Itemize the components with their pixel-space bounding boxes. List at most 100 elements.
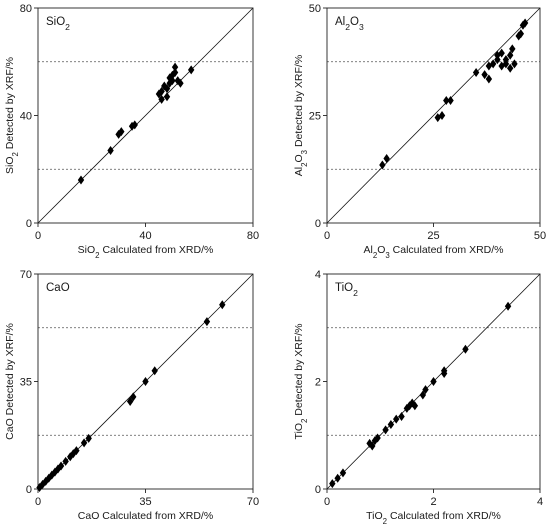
data-point	[382, 425, 389, 435]
data-point	[515, 31, 522, 41]
data-point	[430, 377, 437, 386]
x-tick-label: 0	[324, 496, 330, 508]
reference-line	[326, 7, 541, 224]
data-point	[128, 121, 136, 131]
chart-panel-3: 0 35 70 0 35 70 CaO CaO Calculated from XRD/% Ca…	[4, 269, 259, 522]
data-point	[502, 55, 510, 65]
data-point	[169, 76, 176, 86]
data-point	[158, 86, 165, 96]
data-point	[118, 127, 125, 137]
data-point	[521, 18, 529, 28]
data-point	[131, 120, 138, 130]
data-point	[511, 59, 518, 69]
data-point	[169, 70, 176, 80]
y-tick-label: 35	[20, 377, 32, 389]
data-point	[387, 420, 395, 429]
data-point	[161, 81, 168, 91]
panel-title: CaO	[46, 282, 70, 294]
data-point	[85, 433, 92, 443]
data-point	[489, 59, 497, 69]
x-axis-label: TiO2 Calculated from XRD/%	[366, 510, 501, 524]
y-tick-label: 0	[315, 218, 321, 230]
data-point	[504, 301, 512, 311]
data-point	[163, 84, 171, 94]
data-point	[481, 70, 488, 80]
y-tick-label: 2	[315, 377, 321, 389]
y-tick-label: 50	[309, 3, 321, 15]
y-tick-label: 80	[20, 3, 32, 15]
data-point	[174, 76, 181, 86]
data-point	[171, 62, 179, 72]
data-point	[393, 414, 400, 424]
data-point	[203, 317, 211, 327]
y-tick-label: 70	[20, 269, 32, 281]
x-axis-label: SiO2 Calculated from XRD/%	[78, 244, 214, 260]
data-point	[62, 456, 69, 466]
data-point	[177, 78, 184, 88]
data-point	[383, 154, 390, 163]
x-tick-label: 80	[247, 230, 259, 242]
data-point	[73, 446, 80, 456]
panel-title: SiO2	[46, 16, 70, 32]
x-axis-label: CaO Calculated from XRD/%	[78, 510, 213, 522]
data-point	[107, 145, 114, 155]
data-point	[51, 467, 59, 477]
y-axis-label: TiO2 Detected by XRF/%	[293, 323, 309, 439]
data-point	[155, 89, 163, 99]
x-tick-label: 25	[427, 230, 439, 242]
x-tick-label: 0	[324, 230, 330, 242]
x-tick-label: 2	[430, 496, 436, 508]
data-point	[517, 29, 525, 39]
data-point	[339, 468, 347, 478]
y-tick-label: 0	[26, 484, 32, 496]
data-point	[411, 401, 419, 411]
data-point	[42, 476, 49, 486]
chart-panel-4: 0 2 4 0 2 4 TiO2 TiO2 Calculated from XRD/% TiO2…	[293, 269, 543, 524]
data-point	[166, 73, 173, 83]
y-tick-label: 0	[315, 484, 321, 496]
reference-line	[37, 7, 254, 224]
y-tick-label: 0	[26, 218, 32, 230]
data-point	[509, 44, 516, 54]
x-tick-label: 4	[537, 496, 543, 508]
data-point	[70, 449, 77, 459]
chart-panel-1: 0 40 80 0 40 80 SiO2 SiO2 Calculated from XRD/%…	[4, 3, 259, 260]
panel-title: Al2O3	[335, 16, 364, 32]
y-axis-label: CaO Detected by XRF/%	[4, 323, 16, 440]
chart-panel-2: 0 25 50 0 25 50 Al2O3 Al2O3 Calculated from XRD…	[293, 3, 546, 260]
data-point	[485, 74, 493, 84]
data-point	[163, 92, 171, 102]
data-point	[142, 377, 149, 386]
data-point	[398, 411, 405, 421]
x-tick-label: 0	[35, 230, 41, 242]
data-point	[506, 50, 514, 60]
data-point	[462, 344, 469, 354]
data-point	[187, 65, 195, 75]
panel-title: TiO2	[335, 282, 358, 298]
data-point	[151, 366, 158, 376]
data-point	[440, 366, 448, 376]
data-point	[447, 95, 454, 105]
data-point	[419, 390, 427, 400]
data-point	[126, 396, 134, 406]
data-point	[219, 300, 226, 310]
y-tick-label: 25	[309, 111, 321, 123]
data-point	[130, 392, 137, 402]
data-point	[369, 441, 376, 451]
data-point	[171, 68, 179, 77]
data-point	[329, 479, 336, 489]
x-tick-label: 50	[534, 230, 546, 242]
y-tick-label: 4	[315, 269, 321, 281]
data-point	[379, 160, 386, 170]
data-point	[443, 95, 450, 105]
data-point	[422, 385, 429, 395]
y-tick-label: 40	[20, 111, 32, 123]
data-point	[57, 461, 65, 471]
data-point	[438, 111, 446, 120]
x-tick-label: 70	[247, 496, 259, 508]
data-point	[498, 48, 505, 58]
x-tick-label: 40	[139, 230, 151, 242]
data-point	[77, 175, 85, 185]
data-point	[506, 63, 514, 73]
